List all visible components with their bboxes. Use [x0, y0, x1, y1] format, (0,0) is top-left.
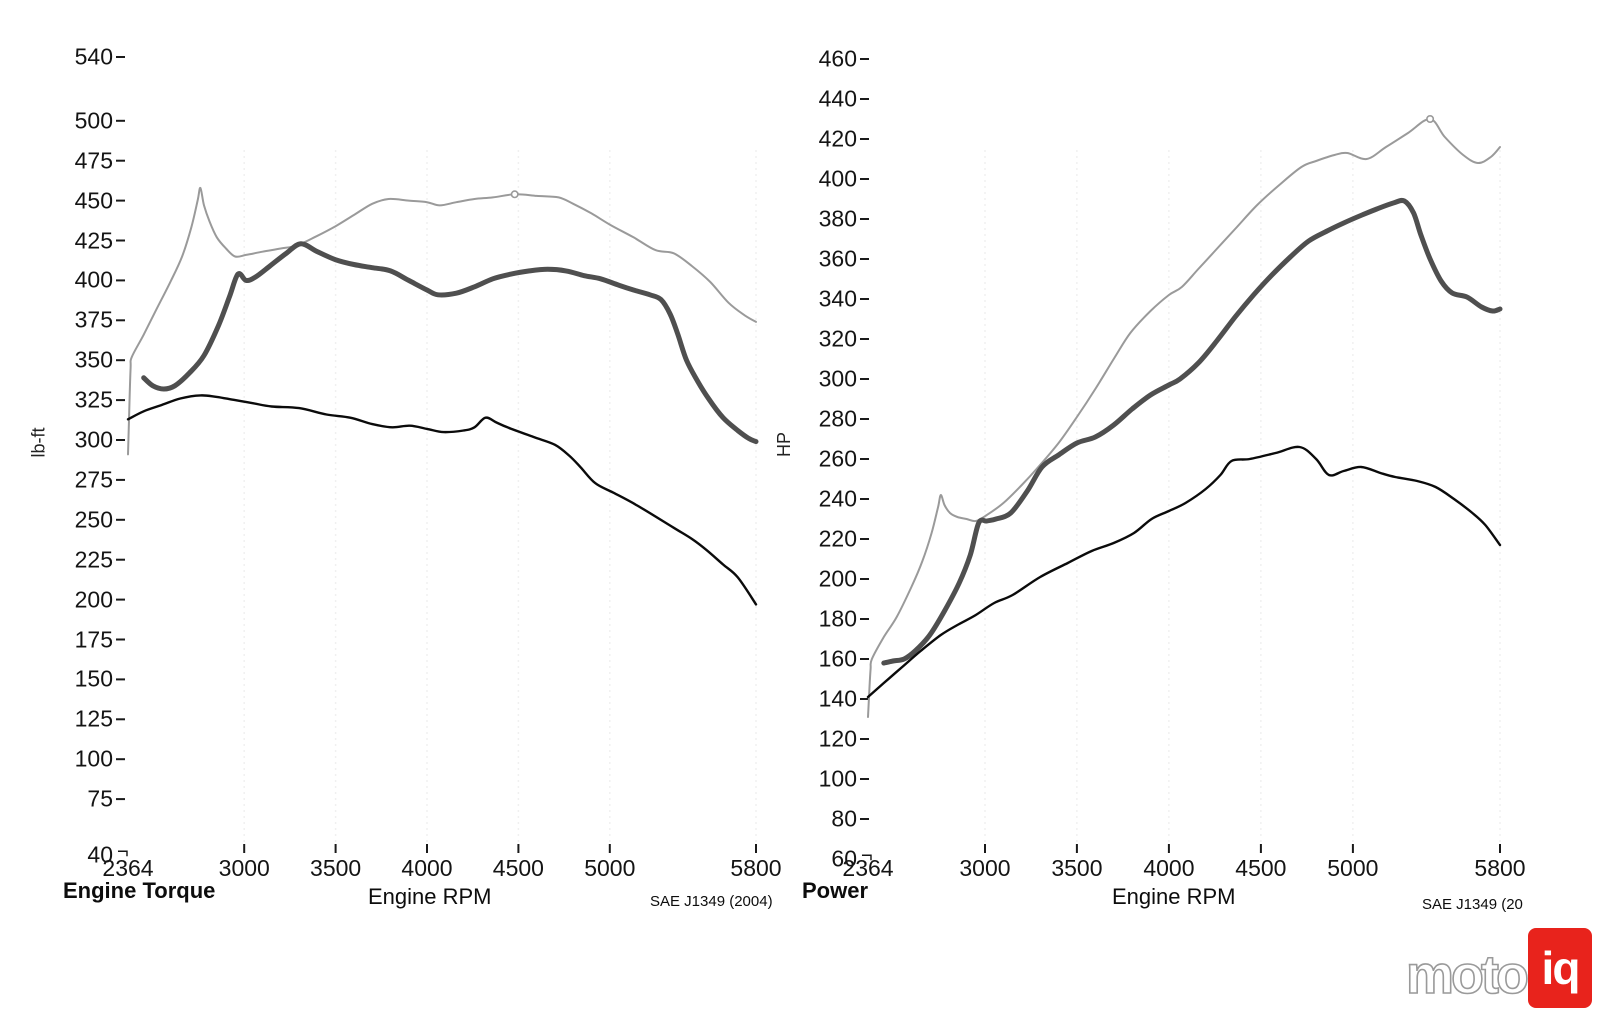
y-tick-label: 240 — [818, 485, 857, 512]
motoiq-logo-iq-text: iq — [1541, 942, 1581, 994]
x-tick-label: 2364 — [842, 855, 894, 881]
curve-run-dark-gray-thick — [141, 241, 759, 445]
y-tick-label: 350 — [74, 346, 113, 373]
y-tick-label: 140 — [818, 685, 857, 712]
y-tick-label: 175 — [74, 626, 113, 653]
y-tick-label: 300 — [74, 426, 113, 453]
curve-run-light-gray — [127, 186, 757, 456]
y-tick-label: 320 — [818, 325, 857, 352]
torque-sae-annotation: SAE J1349 (2004) — [650, 893, 773, 910]
y-tick-label: 400 — [74, 266, 113, 293]
y-tick-label: 500 — [74, 107, 113, 134]
axis-origin-mark: ¬ — [117, 841, 129, 863]
y-tick-label: 260 — [818, 445, 857, 472]
torque-x-axis-label: Engine RPM — [368, 884, 492, 909]
y-tick-label: 125 — [74, 705, 113, 732]
y-tick-label: 220 — [818, 525, 857, 552]
y-tick-label: 160 — [818, 645, 857, 672]
y-tick-label: 450 — [74, 187, 113, 214]
y-tick-label: 100 — [818, 765, 857, 792]
y-tick-label: 40 — [87, 841, 113, 868]
x-tick-label: 4500 — [492, 855, 544, 881]
y-tick-label: 275 — [74, 466, 113, 493]
x-tick-label: 2364 — [102, 855, 154, 881]
curve-run-dark-gray-thick — [881, 197, 1503, 666]
y-tick-label: 200 — [818, 565, 857, 592]
curve-marker-dot — [1426, 115, 1435, 124]
y-tick-label: 375 — [74, 306, 113, 333]
y-tick-label: 80 — [831, 805, 857, 832]
y-tick-label: 250 — [74, 506, 113, 533]
x-tick-label: 5800 — [1474, 855, 1526, 881]
x-tick-label: 3000 — [959, 855, 1011, 881]
y-tick-label: 440 — [818, 85, 857, 112]
y-tick-label: 120 — [818, 725, 857, 752]
power-y-unit-label: HP — [774, 431, 795, 458]
y-tick-label: 180 — [818, 605, 857, 632]
x-tick-label: 3000 — [218, 855, 270, 881]
motoiq-logo: moto iq — [1362, 926, 1592, 1008]
power-sae-annotation: SAE J1349 (20 — [1422, 896, 1523, 913]
y-tick-label: 325 — [74, 386, 113, 413]
y-tick-label: 300 — [818, 365, 857, 392]
y-tick-label: 425 — [74, 227, 113, 254]
curve-run-black — [126, 394, 758, 606]
curve-run-light-gray — [867, 118, 1501, 718]
y-tick-label: 225 — [74, 546, 113, 573]
y-tick-label: 540 — [74, 43, 113, 70]
x-tick-label: 4500 — [1235, 855, 1287, 881]
y-tick-label: 60 — [831, 845, 857, 872]
y-tick-label: 420 — [818, 125, 857, 152]
torque-chart-title: Engine Torque — [63, 878, 216, 903]
y-tick-label: 460 — [818, 45, 857, 72]
power-chart-title: Power — [802, 878, 869, 903]
y-tick-label: 380 — [818, 205, 857, 232]
y-tick-label: 100 — [74, 745, 113, 772]
x-tick-label: 5800 — [730, 855, 782, 881]
power-x-axis-label: Engine RPM — [1112, 884, 1236, 909]
x-tick-label: 3500 — [1051, 855, 1103, 881]
y-tick-label: 400 — [818, 165, 857, 192]
x-tick-label: 5000 — [1327, 855, 1379, 881]
y-tick-label: 75 — [87, 785, 113, 812]
y-tick-label: 360 — [818, 245, 857, 272]
x-tick-label: 4000 — [1143, 855, 1195, 881]
motoiq-logo-moto-text: moto — [1405, 944, 1530, 1006]
torque-y-unit-label: lb-ft — [28, 427, 49, 458]
curve-marker-dot — [510, 190, 519, 199]
axis-origin-mark: ¬ — [861, 845, 873, 867]
y-tick-label: 200 — [74, 586, 113, 613]
x-tick-label: 5000 — [584, 855, 636, 881]
x-tick-label: 4000 — [401, 855, 453, 881]
y-tick-label: 340 — [818, 285, 857, 312]
y-tick-label: 475 — [74, 147, 113, 174]
curve-run-black — [866, 445, 1502, 699]
y-tick-label: 280 — [818, 405, 857, 432]
x-tick-label: 3500 — [310, 855, 362, 881]
motoiq-logo-red-box: iq — [1528, 928, 1592, 1008]
y-tick-label: 150 — [74, 665, 113, 692]
